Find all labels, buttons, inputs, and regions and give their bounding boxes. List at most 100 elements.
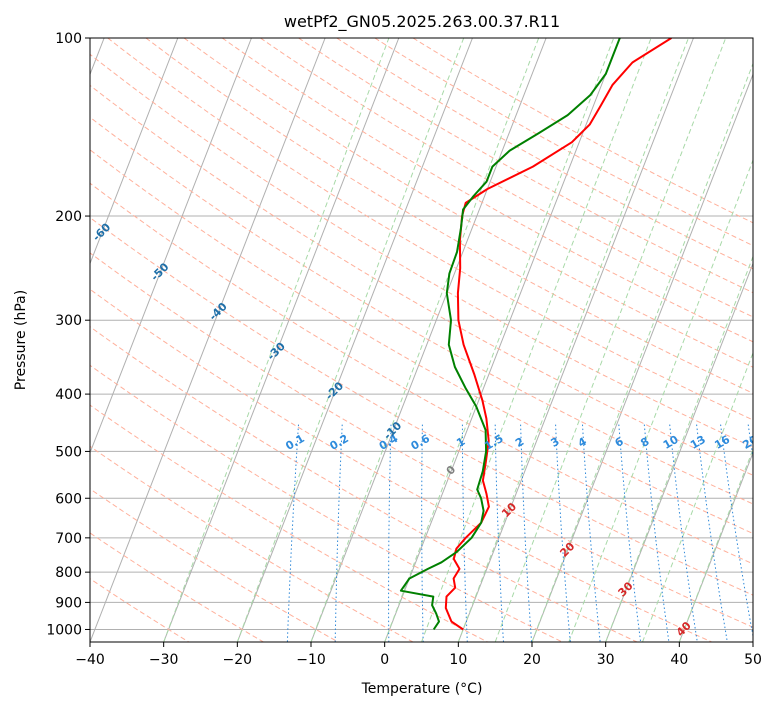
isotherm-label: 0 bbox=[444, 463, 459, 478]
dry-adiabat bbox=[107, 38, 753, 421]
isotherm-label: 30 bbox=[616, 579, 636, 599]
y-tick-label: 900 bbox=[55, 595, 82, 611]
isotherm bbox=[90, 38, 326, 642]
moist-adiabat bbox=[163, 38, 390, 642]
x-tick-label: −20 bbox=[223, 652, 253, 668]
moist-adiabat bbox=[310, 38, 540, 642]
x-tick-label: 30 bbox=[597, 652, 615, 668]
isotherm bbox=[752, 640, 753, 642]
x-tick-label: −40 bbox=[75, 652, 105, 668]
mixing-ratio-line bbox=[520, 424, 533, 642]
x-tick-label: 0 bbox=[380, 652, 389, 668]
mixing-ratio-line bbox=[334, 424, 343, 642]
dry-adiabat bbox=[90, 326, 638, 642]
y-tick-label: 600 bbox=[55, 491, 82, 507]
isotherm bbox=[90, 38, 179, 265]
mixing-ratio-label: 20 bbox=[740, 433, 760, 452]
y-tick-label: 1000 bbox=[46, 622, 82, 638]
isotherm-label: -20 bbox=[323, 379, 346, 402]
y-tick-label: 700 bbox=[55, 531, 82, 547]
mixing-ratio-label: 2 bbox=[513, 435, 526, 450]
mixing-ratio-label: 4 bbox=[576, 435, 589, 450]
mixing-ratio-label: 25 bbox=[763, 433, 775, 452]
mixing-ratio-line bbox=[720, 424, 753, 639]
moist-adiabat bbox=[494, 38, 727, 642]
moist-adiabat bbox=[605, 255, 753, 642]
chart-title: wetPf2_GN05.2025.263.00.37.R11 bbox=[284, 12, 560, 32]
isotherm-label: -70 bbox=[32, 181, 55, 204]
dry-adiabat bbox=[336, 38, 753, 270]
mixing-ratio-label: 0.2 bbox=[328, 432, 351, 453]
x-tick-label: −30 bbox=[149, 652, 179, 668]
dry-adiabat bbox=[90, 182, 753, 565]
isotherm-label: 40 bbox=[674, 619, 694, 639]
isotherm bbox=[531, 72, 753, 642]
x-axis-label: Temperature (°C) bbox=[361, 681, 483, 697]
mixing-ratio-label: 10 bbox=[661, 433, 681, 452]
series-temperature-line bbox=[444, 38, 672, 631]
isotherm bbox=[457, 38, 694, 642]
dry-adiabat bbox=[90, 445, 414, 642]
x-tick-label: 50 bbox=[744, 652, 762, 668]
isotherm bbox=[90, 38, 252, 455]
x-tick-label: 40 bbox=[670, 652, 688, 668]
dry-adiabat bbox=[90, 488, 339, 642]
mixing-ratio-line bbox=[494, 424, 504, 642]
dry-adiabat bbox=[90, 532, 264, 642]
mixing-ratio-line bbox=[669, 424, 698, 642]
plot-frame bbox=[89, 37, 754, 643]
moist-adiabat bbox=[457, 38, 689, 642]
mixing-ratio-line bbox=[643, 424, 670, 642]
series-dewpoint-line bbox=[399, 38, 621, 631]
mixing-ratio-line bbox=[696, 424, 728, 642]
dry-adiabat bbox=[260, 38, 753, 318]
dry-adiabat bbox=[90, 53, 753, 448]
moist-adiabat bbox=[678, 447, 753, 642]
mixing-ratio-line bbox=[388, 424, 392, 642]
dry-adiabat bbox=[90, 217, 753, 596]
isotherm bbox=[678, 451, 753, 642]
dry-adiabat bbox=[90, 116, 753, 505]
y-tick-label: 400 bbox=[55, 387, 82, 403]
mixing-ratio-label: 16 bbox=[712, 433, 732, 452]
moist-adiabat bbox=[642, 351, 753, 642]
mixing-ratio-line bbox=[461, 424, 468, 642]
y-tick-label: 100 bbox=[55, 31, 82, 47]
x-tick-label: 10 bbox=[449, 652, 467, 668]
dry-adiabat bbox=[90, 404, 488, 642]
moist-adiabat bbox=[384, 38, 615, 642]
mixing-ratio-label: 13 bbox=[688, 433, 708, 452]
isotherm bbox=[605, 262, 753, 642]
moist-adiabat bbox=[421, 38, 652, 642]
moist-adiabat bbox=[531, 62, 753, 642]
isotherm bbox=[384, 38, 621, 642]
dry-adiabat bbox=[90, 288, 712, 642]
mixing-ratio-line bbox=[747, 424, 753, 462]
dry-adiabat bbox=[90, 84, 753, 476]
moist-adiabat bbox=[568, 158, 753, 642]
isotherm bbox=[163, 38, 400, 642]
mixing-ratio-label: 8 bbox=[638, 435, 651, 450]
mixing-ratio-label: 0.6 bbox=[409, 432, 433, 453]
mixing-ratio-line bbox=[770, 425, 775, 642]
y-tick-label: 300 bbox=[55, 313, 82, 329]
mixing-ratio-line bbox=[555, 424, 571, 642]
y-tick-label: 500 bbox=[55, 444, 82, 460]
mixing-ratio-line bbox=[618, 424, 642, 642]
dry-adiabat bbox=[183, 38, 753, 368]
dry-adiabat bbox=[298, 38, 753, 294]
dry-adiabat bbox=[412, 38, 753, 224]
isotherm-label: -50 bbox=[148, 260, 171, 283]
y-axis-label: Pressure (hPa) bbox=[13, 290, 29, 390]
isotherm-label: -60 bbox=[90, 220, 113, 243]
mixing-ratio-label: 6 bbox=[613, 435, 626, 450]
isotherm-label: 10 bbox=[499, 500, 519, 520]
mixing-ratio-line bbox=[286, 424, 299, 642]
y-tick-label: 200 bbox=[55, 209, 82, 225]
dry-adiabat bbox=[221, 38, 753, 343]
y-tick-label: 800 bbox=[55, 565, 82, 581]
isotherm bbox=[236, 38, 473, 642]
moist-adiabat bbox=[236, 38, 465, 642]
isotherm-label: -30 bbox=[265, 339, 288, 362]
